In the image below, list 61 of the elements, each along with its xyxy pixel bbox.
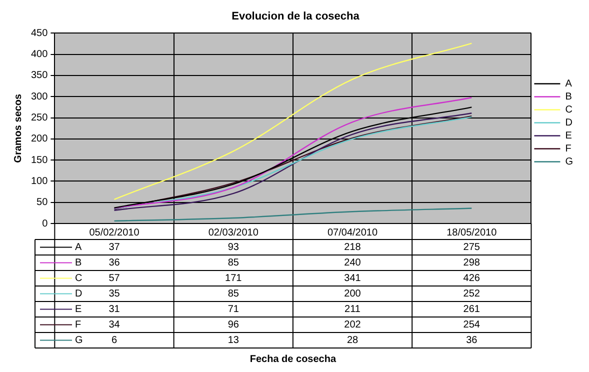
legend-label: A — [75, 242, 82, 253]
data-label: 240 — [344, 258, 362, 268]
data-label: 96 — [228, 320, 240, 330]
legend-label: F — [565, 144, 572, 154]
data-label: 218 — [344, 242, 362, 253]
text: E — [75, 304, 82, 315]
legend-label: C — [75, 273, 82, 284]
data-label: 34 — [108, 320, 120, 330]
data-label: 37 — [108, 242, 120, 253]
y-tick-label: 300 — [30, 91, 48, 102]
x-tick-label: 07/04/2010 — [327, 227, 378, 238]
y-tick-label: 0 — [42, 218, 48, 230]
data-label: 261 — [463, 304, 480, 315]
data-label: 85 — [228, 288, 240, 300]
x-tick-label: 18/05/2010 — [446, 227, 498, 238]
data-label: 31 — [108, 304, 120, 315]
data-label: 85 — [228, 258, 240, 268]
data-label: 93 — [228, 242, 240, 253]
line-series — [114, 42, 472, 200]
legend-label: E — [565, 130, 572, 142]
data-label: 57 — [108, 273, 120, 284]
data-label: 426 — [463, 273, 480, 284]
y-tick-label: 400 — [30, 49, 48, 60]
legend-label: G — [565, 156, 574, 168]
data-label: 28 — [346, 335, 359, 346]
text: D — [565, 118, 572, 128]
data-label: 36 — [108, 258, 120, 268]
text: Fecha de cosecha — [250, 354, 336, 365]
text: B — [565, 92, 572, 102]
y-tick-label: 150 — [30, 154, 48, 166]
data-label: 254 — [463, 320, 480, 330]
y-tick-label: 450 — [30, 28, 48, 39]
data-label: 200 — [344, 288, 362, 300]
data-label: 35 — [108, 288, 120, 300]
y-tick-label: 100 — [30, 176, 48, 187]
data-label: 298 — [463, 258, 480, 268]
y-tick-label: 200 — [30, 134, 48, 145]
data-label: 341 — [344, 273, 362, 284]
x-tick-label: 02/03/2010 — [208, 227, 259, 238]
text: C — [565, 104, 572, 116]
line-series — [114, 208, 472, 222]
data-label: 275 — [463, 242, 480, 253]
y-tick-label: 250 — [30, 112, 48, 124]
data-label: 202 — [344, 320, 362, 330]
text: G — [75, 335, 83, 346]
y-tick-label: 350 — [30, 70, 48, 82]
data-label: 211 — [344, 304, 361, 315]
text: A — [565, 78, 572, 90]
data-label: 71 — [228, 304, 240, 315]
x-tick-label: 05/02/2010 — [89, 227, 140, 238]
text: F — [75, 320, 82, 330]
legend-label: D — [75, 288, 82, 300]
chart-title: Evolucion de la cosecha — [232, 10, 360, 23]
data-label: 6 — [111, 335, 118, 346]
legend-label: B — [75, 258, 82, 268]
data-label: 36 — [466, 335, 478, 346]
y-tick-label: 50 — [36, 197, 48, 208]
y-axis-title: Gramos secos — [12, 93, 24, 163]
data-label: 171 — [225, 273, 242, 284]
data-label: 252 — [463, 288, 480, 300]
data-label: 13 — [228, 335, 240, 346]
